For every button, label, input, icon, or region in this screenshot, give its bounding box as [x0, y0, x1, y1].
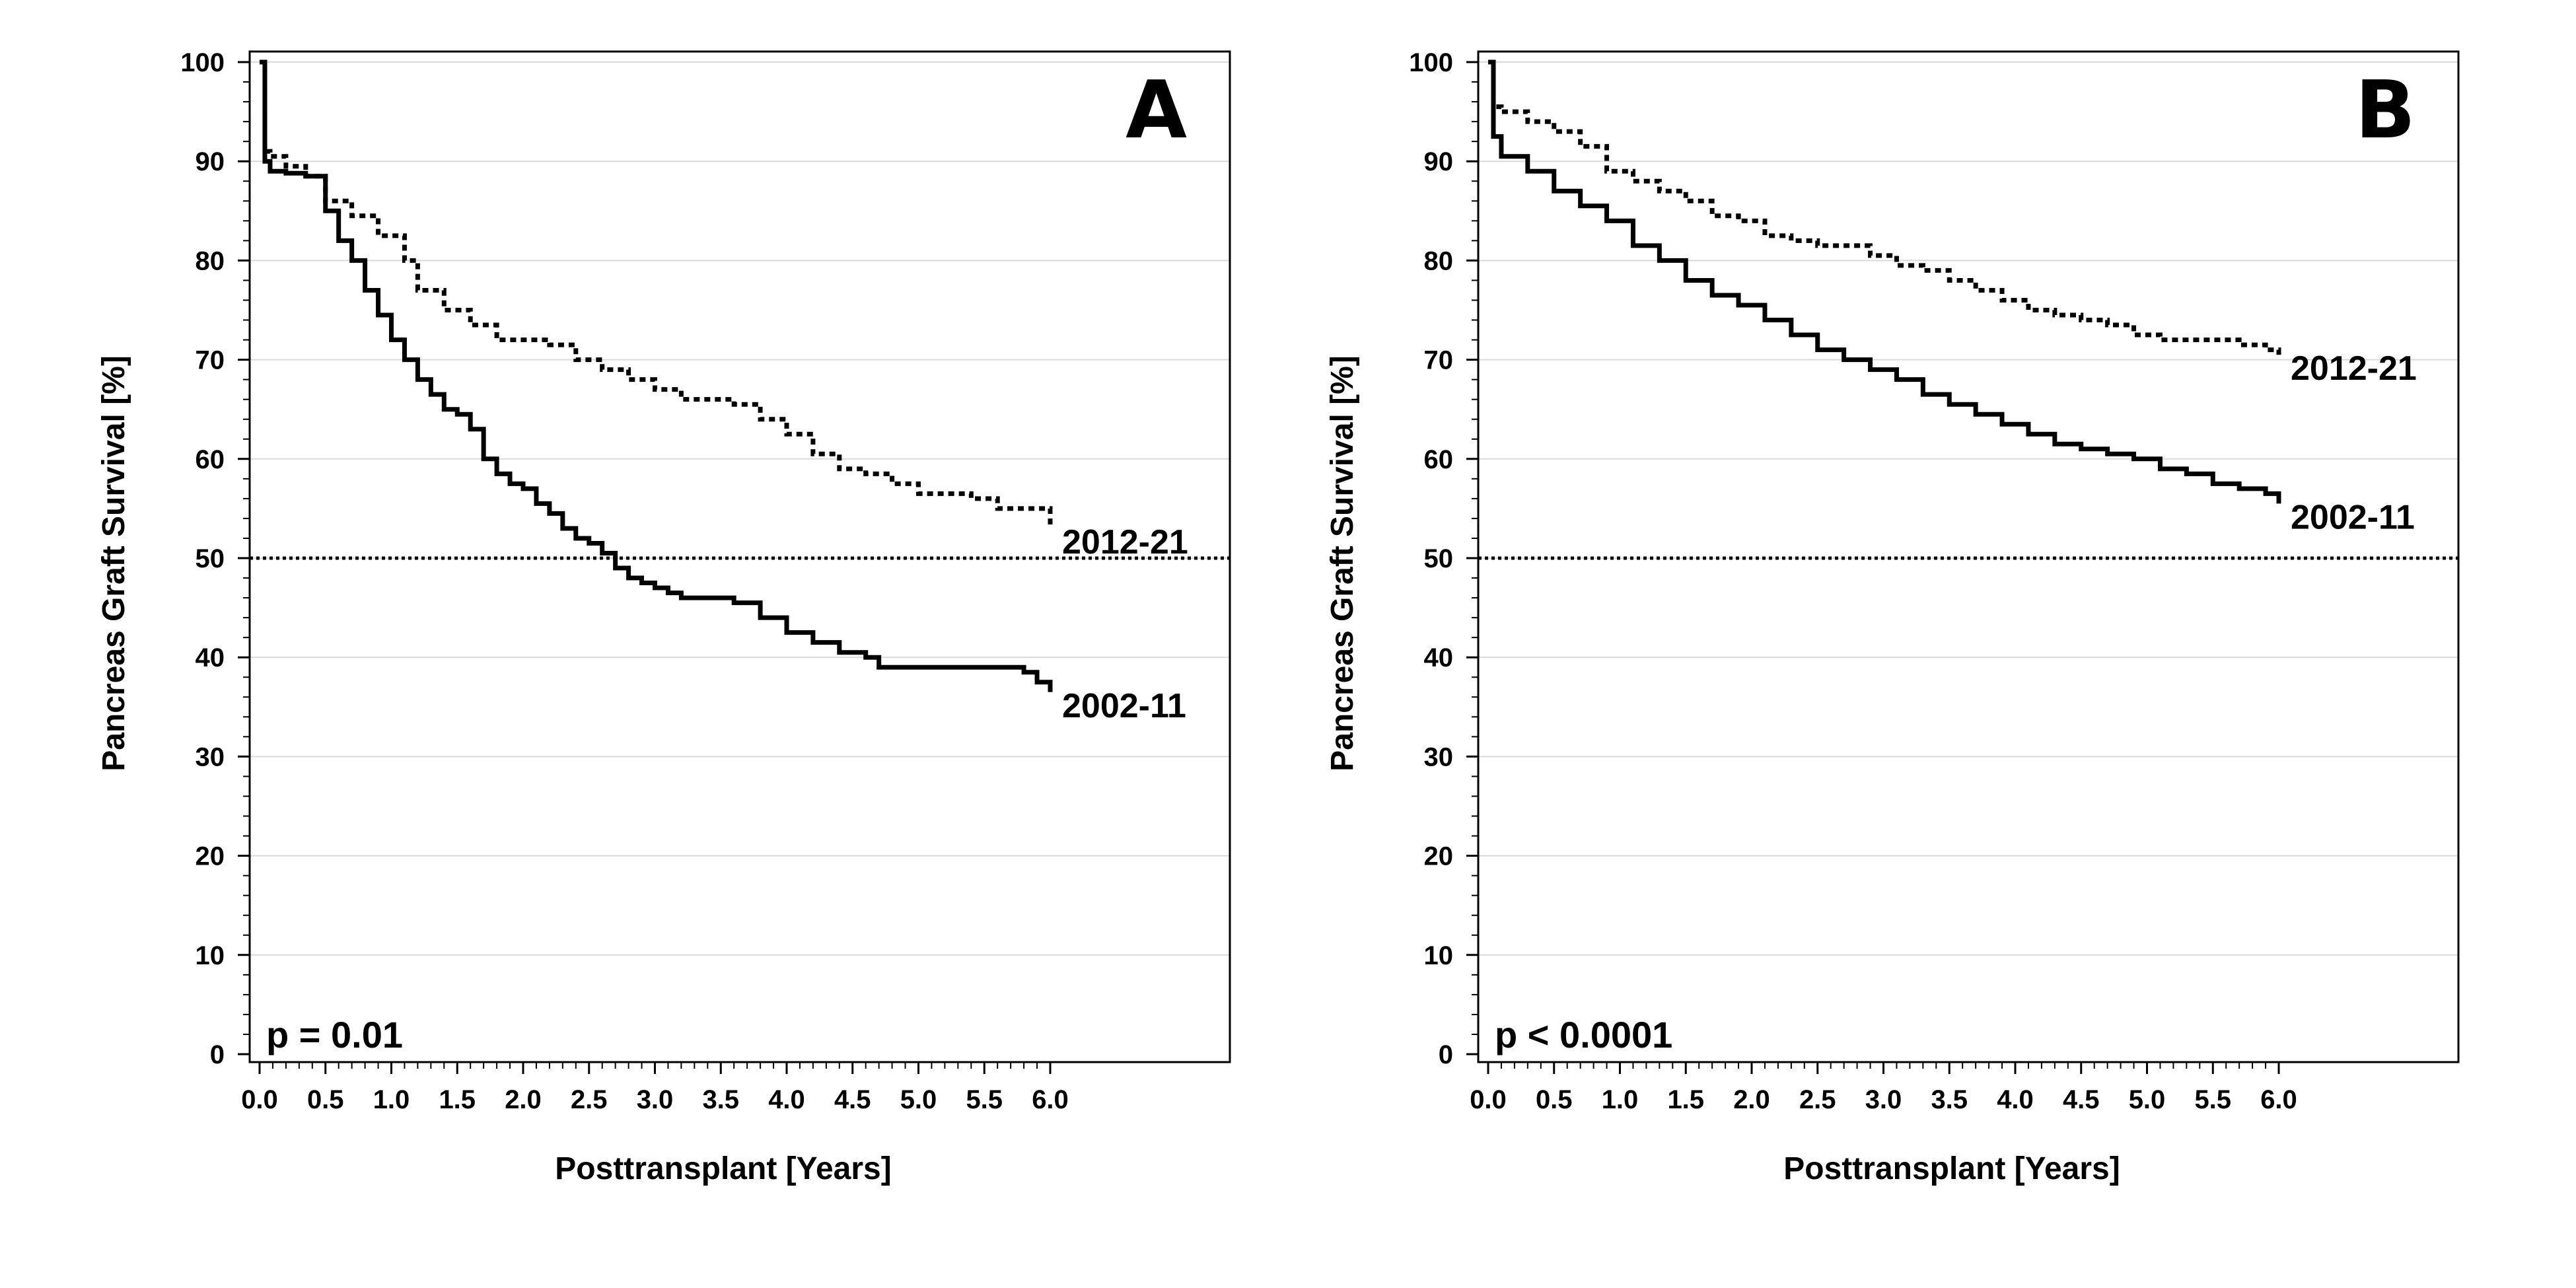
- x-tick-label: 1.5: [1667, 1085, 1704, 1114]
- x-tick-label: 4.0: [768, 1085, 805, 1114]
- y-tick-label: 20: [196, 842, 225, 871]
- series-label: 2012-21: [2291, 349, 2417, 388]
- y-tick-label: 100: [1409, 48, 1453, 77]
- x-tick-label: 4.5: [2063, 1085, 2100, 1114]
- plot-frame: [1477, 50, 2460, 1063]
- x-tick-label: 5.5: [2194, 1085, 2231, 1114]
- y-tick-label: 0: [210, 1040, 225, 1069]
- y-tick-label: 90: [196, 147, 225, 176]
- y-tick-label: 100: [180, 48, 225, 77]
- series-line-2012-21: [260, 59, 1053, 528]
- y-tick-label: 50: [196, 544, 225, 573]
- x-tick-label: 4.5: [834, 1085, 871, 1114]
- p-value-annotation: p < 0.0001: [1495, 1014, 1672, 1055]
- series-line-2012-21: [1488, 59, 2281, 355]
- y-tick-label: 40: [1424, 643, 1454, 672]
- x-tick-label: 1.0: [1602, 1085, 1639, 1114]
- y-tick-label: 60: [1424, 445, 1454, 474]
- series-label: 2002-11: [1062, 687, 1186, 725]
- y-tick-label: 30: [196, 742, 225, 771]
- x-axis-title: Posttransplant [Years]: [555, 1151, 891, 1186]
- x-tick-label: 6.0: [2260, 1085, 2297, 1114]
- x-tick-label: 1.0: [373, 1085, 410, 1114]
- x-tick-label: 1.5: [439, 1085, 476, 1114]
- panel-b: 0 10 20 30 40 50 60 70 80 90 100 0.0 0.5 1.0 1.5 2.0 2.5…: [1325, 48, 2460, 1186]
- x-tick-label: 3.5: [1931, 1085, 1968, 1114]
- y-tick-label: 10: [1424, 941, 1454, 970]
- y-tick-label: 40: [196, 643, 225, 672]
- plot-frame: [248, 50, 1231, 1063]
- x-tick-label: 5.5: [966, 1085, 1003, 1114]
- y-tick-label: 20: [1424, 842, 1454, 871]
- x-tick-label: 3.5: [702, 1085, 739, 1114]
- x-tick-label: 5.0: [900, 1085, 937, 1114]
- y-axis-title: Pancreas Graft Survival [%]: [96, 355, 131, 771]
- y-tick-label: 90: [1424, 147, 1454, 176]
- y-tick-label: 30: [1424, 742, 1454, 771]
- series-line-2002-11: [260, 59, 1053, 692]
- x-tick-label: 4.0: [1997, 1085, 2034, 1114]
- x-axis-title: Posttransplant [Years]: [1783, 1151, 2120, 1186]
- y-tick-label: 60: [196, 445, 225, 474]
- y-tick-label: 50: [1424, 544, 1454, 573]
- x-tick-label: 0.0: [241, 1085, 278, 1114]
- x-tick-label: 2.5: [571, 1085, 608, 1114]
- y-tick-label: 10: [196, 941, 225, 970]
- x-tick-label: 0.5: [307, 1085, 344, 1114]
- x-tick-label: 0.5: [1536, 1085, 1573, 1114]
- y-tick-label: 0: [1439, 1040, 1453, 1069]
- x-tick-label: 3.0: [1865, 1085, 1902, 1114]
- x-tick-label: 2.0: [1733, 1085, 1770, 1114]
- x-tick-label: 3.0: [637, 1085, 674, 1114]
- p-value-annotation: p = 0.01: [266, 1014, 403, 1055]
- series-label: 2012-21: [1062, 523, 1188, 561]
- y-tick-label: 70: [1424, 346, 1454, 375]
- y-axis-title: Pancreas Graft Survival [%]: [1325, 355, 1360, 771]
- x-tick-label: 0.0: [1470, 1085, 1507, 1114]
- y-tick-label: 80: [1424, 246, 1454, 275]
- x-tick-label: 2.5: [1799, 1085, 1836, 1114]
- y-tick-label: 80: [196, 246, 225, 275]
- series-label: 2002-11: [2291, 498, 2415, 536]
- panel-letter: B: [2355, 65, 2415, 157]
- panel-a: 0 10 20 30 40 50 60 70 80 90 100 0.0 0.5 1.0 1.5 2.0 2.5…: [96, 48, 1231, 1186]
- x-tick-label: 5.0: [2129, 1085, 2166, 1114]
- series-line-2002-11: [1488, 59, 2281, 504]
- x-tick-label: 2.0: [505, 1085, 542, 1114]
- x-tick-label: 6.0: [1032, 1085, 1069, 1114]
- panel-letter: A: [1126, 65, 1187, 157]
- y-tick-label: 70: [196, 346, 225, 375]
